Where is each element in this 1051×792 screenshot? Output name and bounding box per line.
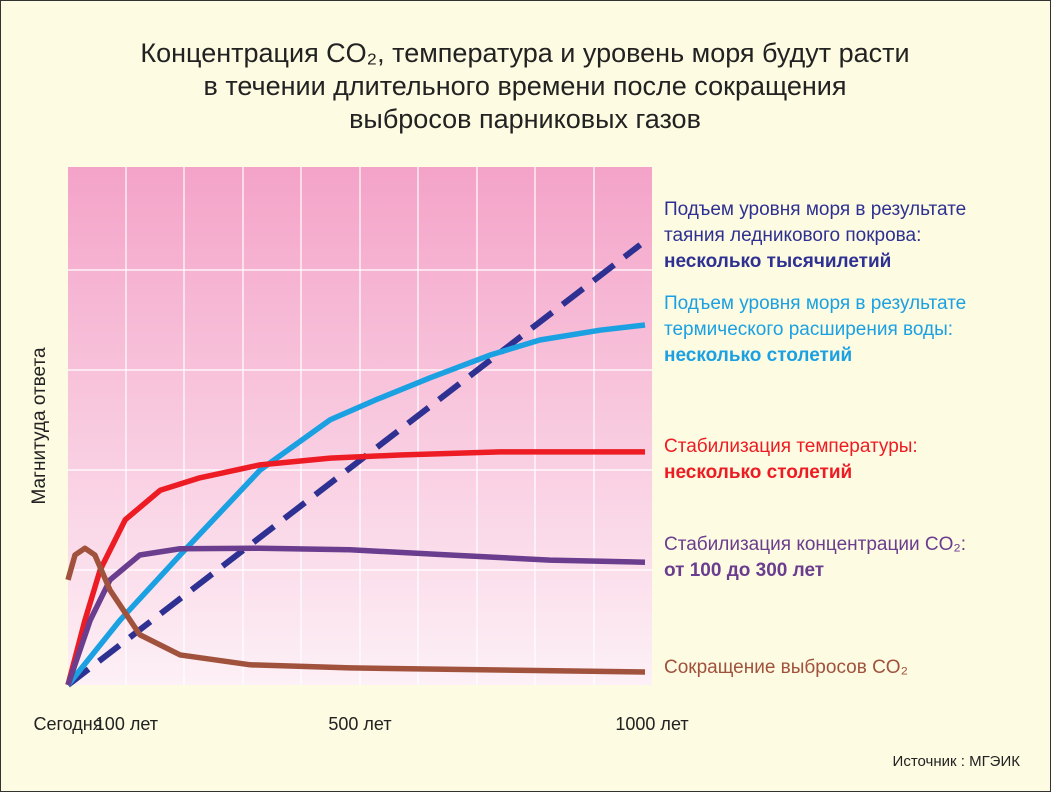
series-label: Подъем уровня моря в результате xyxy=(664,199,966,220)
series-line xyxy=(65,545,646,686)
grid xyxy=(68,167,652,685)
x-tick-label: 1000 лет xyxy=(615,714,688,734)
series-duration: несколько столетий xyxy=(664,345,852,366)
series-line xyxy=(66,242,643,688)
x-tick-label: Сегодня xyxy=(34,714,103,734)
chart-title: в течении длительного времени после сокр… xyxy=(203,71,846,101)
series-label: Стабилизация концентрации CO₂: xyxy=(664,534,966,555)
x-tick-label: 100 лет xyxy=(95,714,158,734)
series-duration: от 100 до 300 лет xyxy=(664,560,824,581)
series-label: Стабилизация температуры: xyxy=(664,436,918,457)
series-label: термического расширения воды: xyxy=(664,319,953,340)
x-tick-label: 500 лет xyxy=(328,714,391,734)
series-label: Подъем уровня моря в результате xyxy=(664,293,966,314)
series-duration: несколько тысячилетий xyxy=(664,251,891,272)
series-line xyxy=(65,322,646,687)
chart-title: выбросов парниковых газов xyxy=(349,104,701,134)
source: Источник : МГЭИК xyxy=(893,753,1021,770)
series-line xyxy=(65,449,645,686)
y-axis-label: Магнитуда ответа xyxy=(29,347,50,505)
chart-title: Концентрация CO₂, температура и уровень … xyxy=(140,38,909,68)
series-line xyxy=(65,545,646,675)
series-label: таяния ледникового покрова: xyxy=(664,225,921,246)
series-label: Сокращение выбросов CO₂ xyxy=(664,657,908,678)
series-duration: несколько столетий xyxy=(664,462,852,483)
